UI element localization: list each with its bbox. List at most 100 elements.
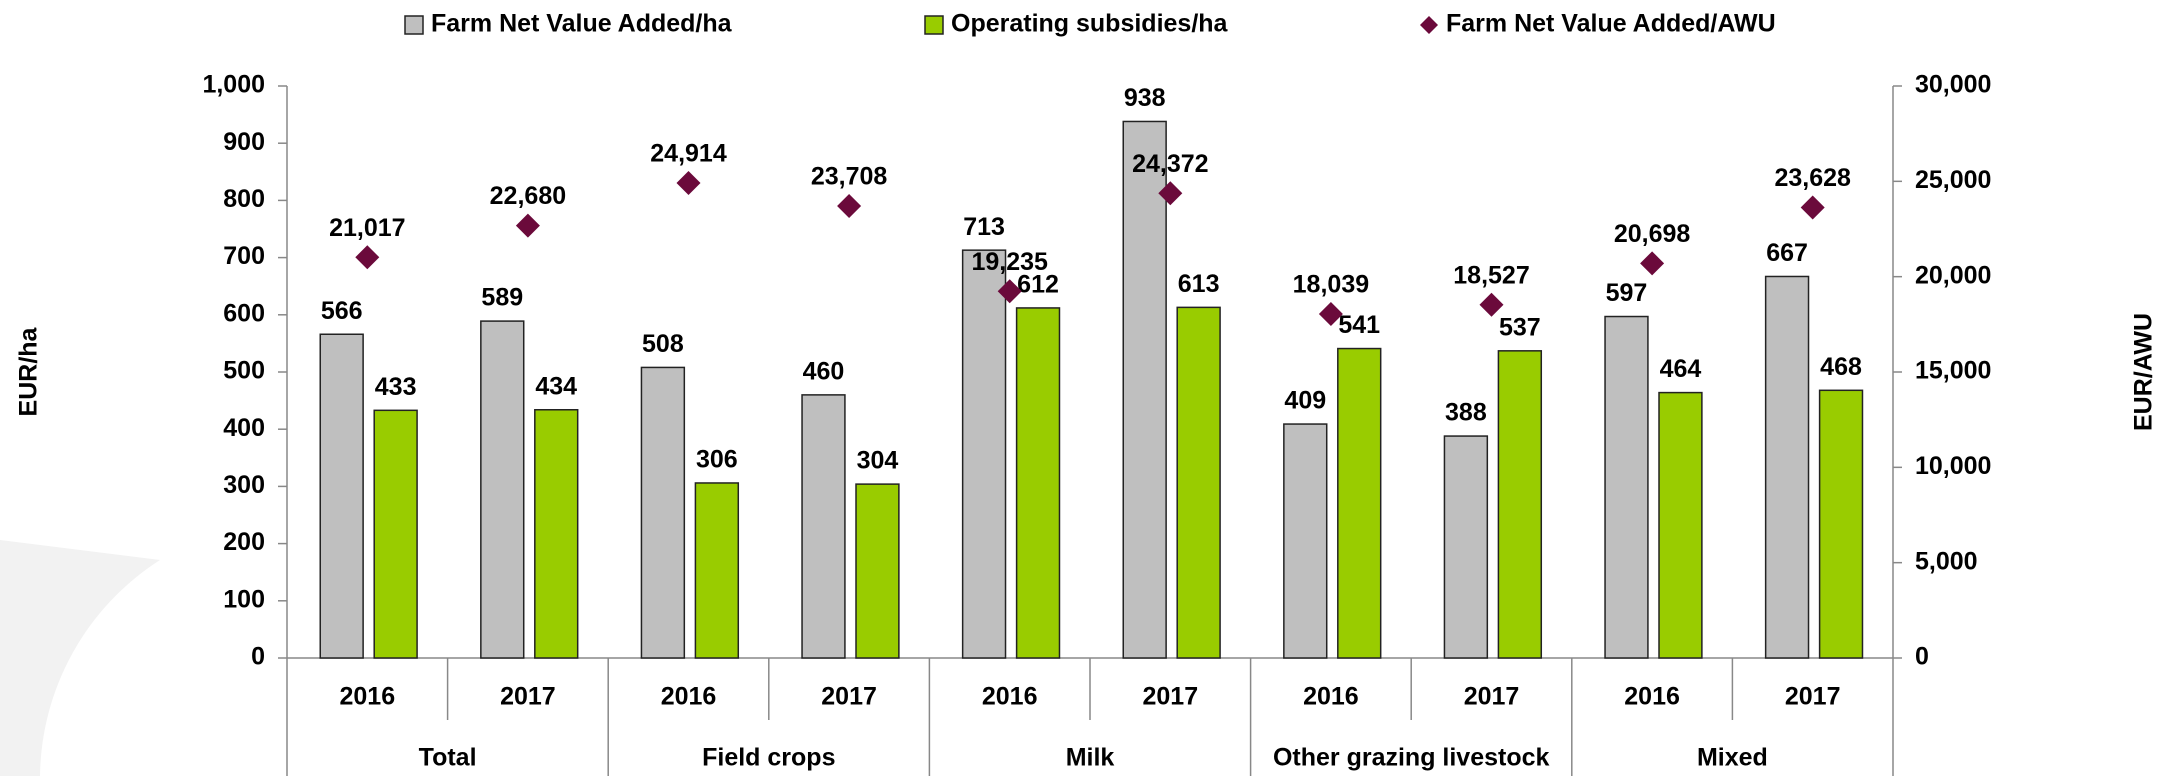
group-label: Other grazing livestock (1273, 744, 1550, 772)
diamond-marker (1318, 302, 1343, 327)
data-label: 18,039 (1293, 271, 1369, 299)
group-label: Field crops (702, 744, 835, 772)
bar (1818, 389, 1864, 659)
bar (1015, 307, 1061, 659)
bar (1122, 120, 1167, 659)
y-tick-label: 600 (223, 299, 265, 327)
y-tick-label: 300 (223, 471, 265, 499)
data-label: 23,708 (811, 163, 888, 191)
diamond-marker (837, 193, 862, 218)
bar (373, 409, 418, 659)
bar (1658, 391, 1703, 659)
bar (640, 366, 686, 659)
group-label: Milk (1066, 744, 1115, 772)
y-tick-label: 800 (223, 185, 265, 213)
data-label: 24,914 (650, 140, 727, 168)
group-label: Mixed (1697, 744, 1768, 772)
bar (1604, 315, 1649, 659)
data-label: 434 (535, 372, 577, 400)
diamond-marker (997, 279, 1022, 304)
diamond-marker (1800, 195, 1825, 220)
data-label: 597 (1606, 279, 1648, 307)
y2-axis-label: EUR/AWU (2130, 313, 2158, 431)
bar (1443, 435, 1489, 659)
diamond-marker (515, 213, 540, 238)
y-tick-label: 1,000 (202, 71, 265, 99)
diamond-marker (1158, 181, 1183, 206)
y-axis-label: EUR/ha (15, 326, 43, 416)
data-label: 306 (696, 446, 738, 474)
y2-tick-label: 15,000 (1915, 357, 1991, 385)
data-label: 19,235 (971, 248, 1048, 276)
diamond-marker (1479, 292, 1504, 317)
data-label: 938 (1124, 84, 1166, 112)
bar (319, 333, 364, 659)
data-label: 508 (642, 330, 684, 358)
data-label: 24,372 (1132, 150, 1208, 178)
legend-swatch (924, 15, 944, 35)
bar (480, 320, 525, 659)
x-tick-label: 2016 (661, 683, 717, 711)
data-label: 22,680 (490, 182, 566, 210)
bar (1497, 350, 1543, 659)
y2-tick-label: 10,000 (1915, 452, 1991, 480)
data-label: 388 (1445, 399, 1487, 427)
data-label: 713 (963, 213, 1005, 241)
data-label: 464 (1660, 355, 1702, 383)
diamond-marker (676, 170, 701, 195)
legend-swatch (404, 15, 424, 35)
x-tick-label: 2017 (1142, 683, 1198, 711)
data-label: 460 (803, 357, 845, 385)
data-label: 23,628 (1774, 164, 1851, 192)
y-tick-label: 400 (223, 414, 265, 442)
x-tick-label: 2016 (982, 683, 1038, 711)
data-label: 433 (375, 373, 417, 401)
y-tick-label: 900 (223, 128, 265, 156)
x-tick-label: 2017 (500, 683, 556, 711)
y2-tick-label: 25,000 (1915, 166, 1991, 194)
x-tick-label: 2017 (821, 683, 877, 711)
data-label: 537 (1499, 313, 1541, 341)
legend-label: Farm Net Value Added/AWU (1446, 10, 1776, 38)
y-tick-label: 200 (223, 528, 265, 556)
y2-tick-label: 20,000 (1915, 261, 1991, 289)
bar (1283, 423, 1328, 659)
background-decoration (0, 540, 160, 776)
data-label: 589 (481, 284, 523, 312)
bar (534, 409, 579, 659)
x-tick-label: 2016 (339, 683, 395, 711)
legend-marker (1420, 16, 1438, 34)
y-tick-label: 100 (223, 585, 265, 613)
bar (1764, 275, 1810, 659)
bar (694, 482, 740, 659)
data-label: 541 (1338, 311, 1380, 339)
data-label: 566 (321, 297, 363, 325)
y2-tick-label: 5,000 (1915, 547, 1978, 575)
data-label: 20,698 (1614, 220, 1691, 248)
x-tick-label: 2017 (1464, 683, 1520, 711)
legend-label: Farm Net Value Added/ha (431, 10, 733, 38)
group-label: Total (419, 744, 477, 772)
data-label: 667 (1766, 239, 1808, 267)
y2-tick-label: 30,000 (1915, 71, 1991, 99)
data-label: 409 (1284, 387, 1326, 415)
y-tick-label: 500 (223, 357, 265, 385)
y-tick-label: 700 (223, 242, 265, 270)
bar (961, 249, 1007, 659)
bar (801, 394, 846, 659)
data-label: 612 (1017, 271, 1059, 299)
bar (855, 483, 900, 659)
y-tick-label: 0 (251, 643, 265, 671)
x-tick-label: 2016 (1303, 683, 1359, 711)
diamond-marker (355, 245, 380, 270)
data-label: 21,017 (329, 214, 405, 242)
x-tick-label: 2016 (1624, 683, 1680, 711)
data-label: 304 (857, 447, 899, 475)
x-tick-label: 2017 (1785, 683, 1841, 711)
data-label: 468 (1820, 353, 1862, 381)
y2-tick-label: 0 (1915, 643, 1929, 671)
legend-label: Operating subsidies/ha (951, 10, 1229, 38)
diamond-marker (1640, 251, 1665, 276)
bar (1176, 306, 1221, 659)
